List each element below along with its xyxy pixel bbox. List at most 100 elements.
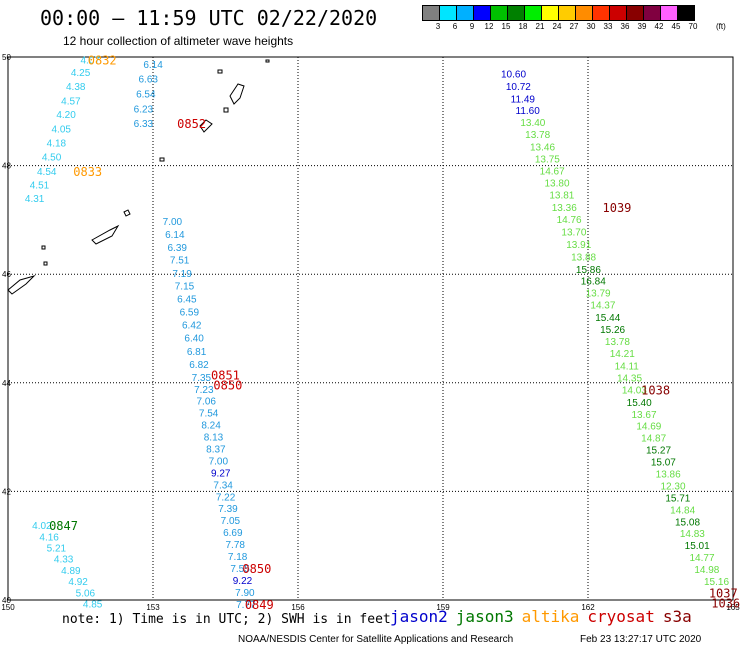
scale-label: 12 [484,22,494,31]
wave-height-value: 10.72 [506,82,531,93]
island-kurils-4 [7,274,36,295]
scale-label: 9 [469,22,475,31]
wave-height-value: 15.07 [651,458,676,469]
wave-height-value: 4.92 [68,577,88,588]
lon-tick-label: 162 [581,603,595,612]
wave-height-value: 15.16 [704,577,729,588]
wave-height-value: 15.26 [600,325,625,336]
scale-swatch [661,6,678,20]
wave-height-value: 7.19 [172,269,192,280]
island-small-2 [159,157,165,162]
wave-height-value: 6.45 [177,295,197,306]
island-small-6 [265,59,270,63]
lat-lon-grid: 150 153 156 159 162 165 50 48 46 44 42 40 [1,53,740,612]
wave-height-value: 6.42 [182,321,202,332]
wave-height-value: 4.25 [71,68,91,79]
wave-height-value: 7.90 [235,588,255,599]
wave-height-value: 6.69 [223,528,243,539]
wave-height-value: 12.30 [661,481,686,492]
scale-swatch [559,6,576,20]
pass-time-label: 0850 [242,562,271,576]
page-subtitle: 12 hour collection of altimeter wave hei… [63,34,294,48]
lat-tick-label: 42 [2,487,11,496]
wave-height-value: 6.81 [187,347,207,358]
wave-height-value: 13.40 [520,118,545,129]
wave-height-value: 11.49 [511,94,536,105]
scale-swatch [440,6,457,20]
wave-height-value: 15.08 [675,517,700,528]
wave-height-value: 13.80 [545,178,570,189]
wave-height-value: 6.23 [134,105,154,116]
wave-height-value: 4.16 [39,532,59,543]
footnote: note: 1) Time is in UTC; 2) SWH is in fe… [62,612,391,627]
pass-time-label: 0851 [211,369,240,383]
lat-tick-label: 40 [2,596,11,605]
wave-height-value: 4.57 [61,96,81,107]
island-kurils-5 [123,209,131,217]
wave-height-value: 14.77 [690,553,715,564]
wave-height-value: 6.54 [136,89,156,100]
wave-height-value: 6.39 [168,243,188,254]
scale-label: 15 [501,22,511,31]
map-frame [7,56,734,601]
scale-swatch [525,6,542,20]
island-small-1 [217,69,223,74]
legend-s3a: s3a [662,607,692,626]
wave-height-value: 16.84 [581,277,606,288]
scale-label: 24 [552,22,562,31]
wave-height-value: 7.54 [199,409,219,420]
scale-label: 42 [654,22,664,31]
wave-height-value: 7.00 [209,456,229,467]
island-small-3 [41,245,46,250]
wave-height-value: 14.69 [636,422,661,433]
wave-height-value: 4.20 [56,110,76,121]
scale-label: 6 [452,22,458,31]
wave-height-value: 13.70 [561,227,586,238]
pass-time-label: 1038 [641,383,670,397]
wave-height-value: 7.05 [221,516,241,527]
wave-height-value: 7.55 [230,564,250,575]
pass-time-label: 1039 [603,201,632,215]
color-scale-bar [422,5,695,21]
wave-height-value: 13.81 [549,190,574,201]
wave-height-value: 4.33 [54,555,74,566]
wave-height-value: 14.98 [694,565,719,576]
wave-height-value: 14.84 [670,505,695,516]
wave-height-value: 7.77 [236,600,256,611]
wave-height-value: 15.86 [576,265,601,276]
credit-line: NOAA/NESDIS Center for Satellite Applica… [238,634,514,645]
wave-height-value: 7.15 [175,282,195,293]
lon-tick-label: 165 [726,603,740,612]
wave-height-value: 13.86 [656,469,681,480]
wave-height-value: 13.79 [586,289,611,300]
lon-tick-label: 150 [1,603,15,612]
wave-height-value: 6.14 [165,230,185,241]
lon-tick-label: 159 [436,603,450,612]
pass-time-label: 0849 [245,598,274,612]
scale-swatch [542,6,559,20]
scale-swatch [644,6,661,20]
wave-height-value: 4.02 [32,521,52,532]
scale-label: 21 [535,22,545,31]
wave-height-value: 9.27 [211,468,231,479]
lat-tick-label: 44 [2,379,11,388]
wave-height-value: 15.01 [685,541,710,552]
wave-height-value: 4.50 [42,152,62,163]
scale-swatch [627,6,644,20]
wave-height-value: 5.06 [76,588,96,599]
scale-label: 39 [637,22,647,31]
wave-height-value: 15.44 [595,313,620,324]
wave-height-value: 4.18 [47,138,67,149]
wave-height-value: 14.87 [641,434,666,445]
wave-height-value: 7.34 [213,480,233,491]
scale-label: 36 [620,22,630,31]
wave-height-value: 14.76 [557,215,582,226]
island-small-5 [223,107,229,113]
wave-height-value: 13.75 [535,155,560,166]
scale-swatch [593,6,610,20]
coastline-islands [7,59,270,295]
wave-height-value: 8.13 [204,433,224,444]
wave-height-value: 4.31 [25,194,45,205]
wave-height-value: 15.40 [627,398,652,409]
wave-height-value: 9.22 [233,576,253,587]
